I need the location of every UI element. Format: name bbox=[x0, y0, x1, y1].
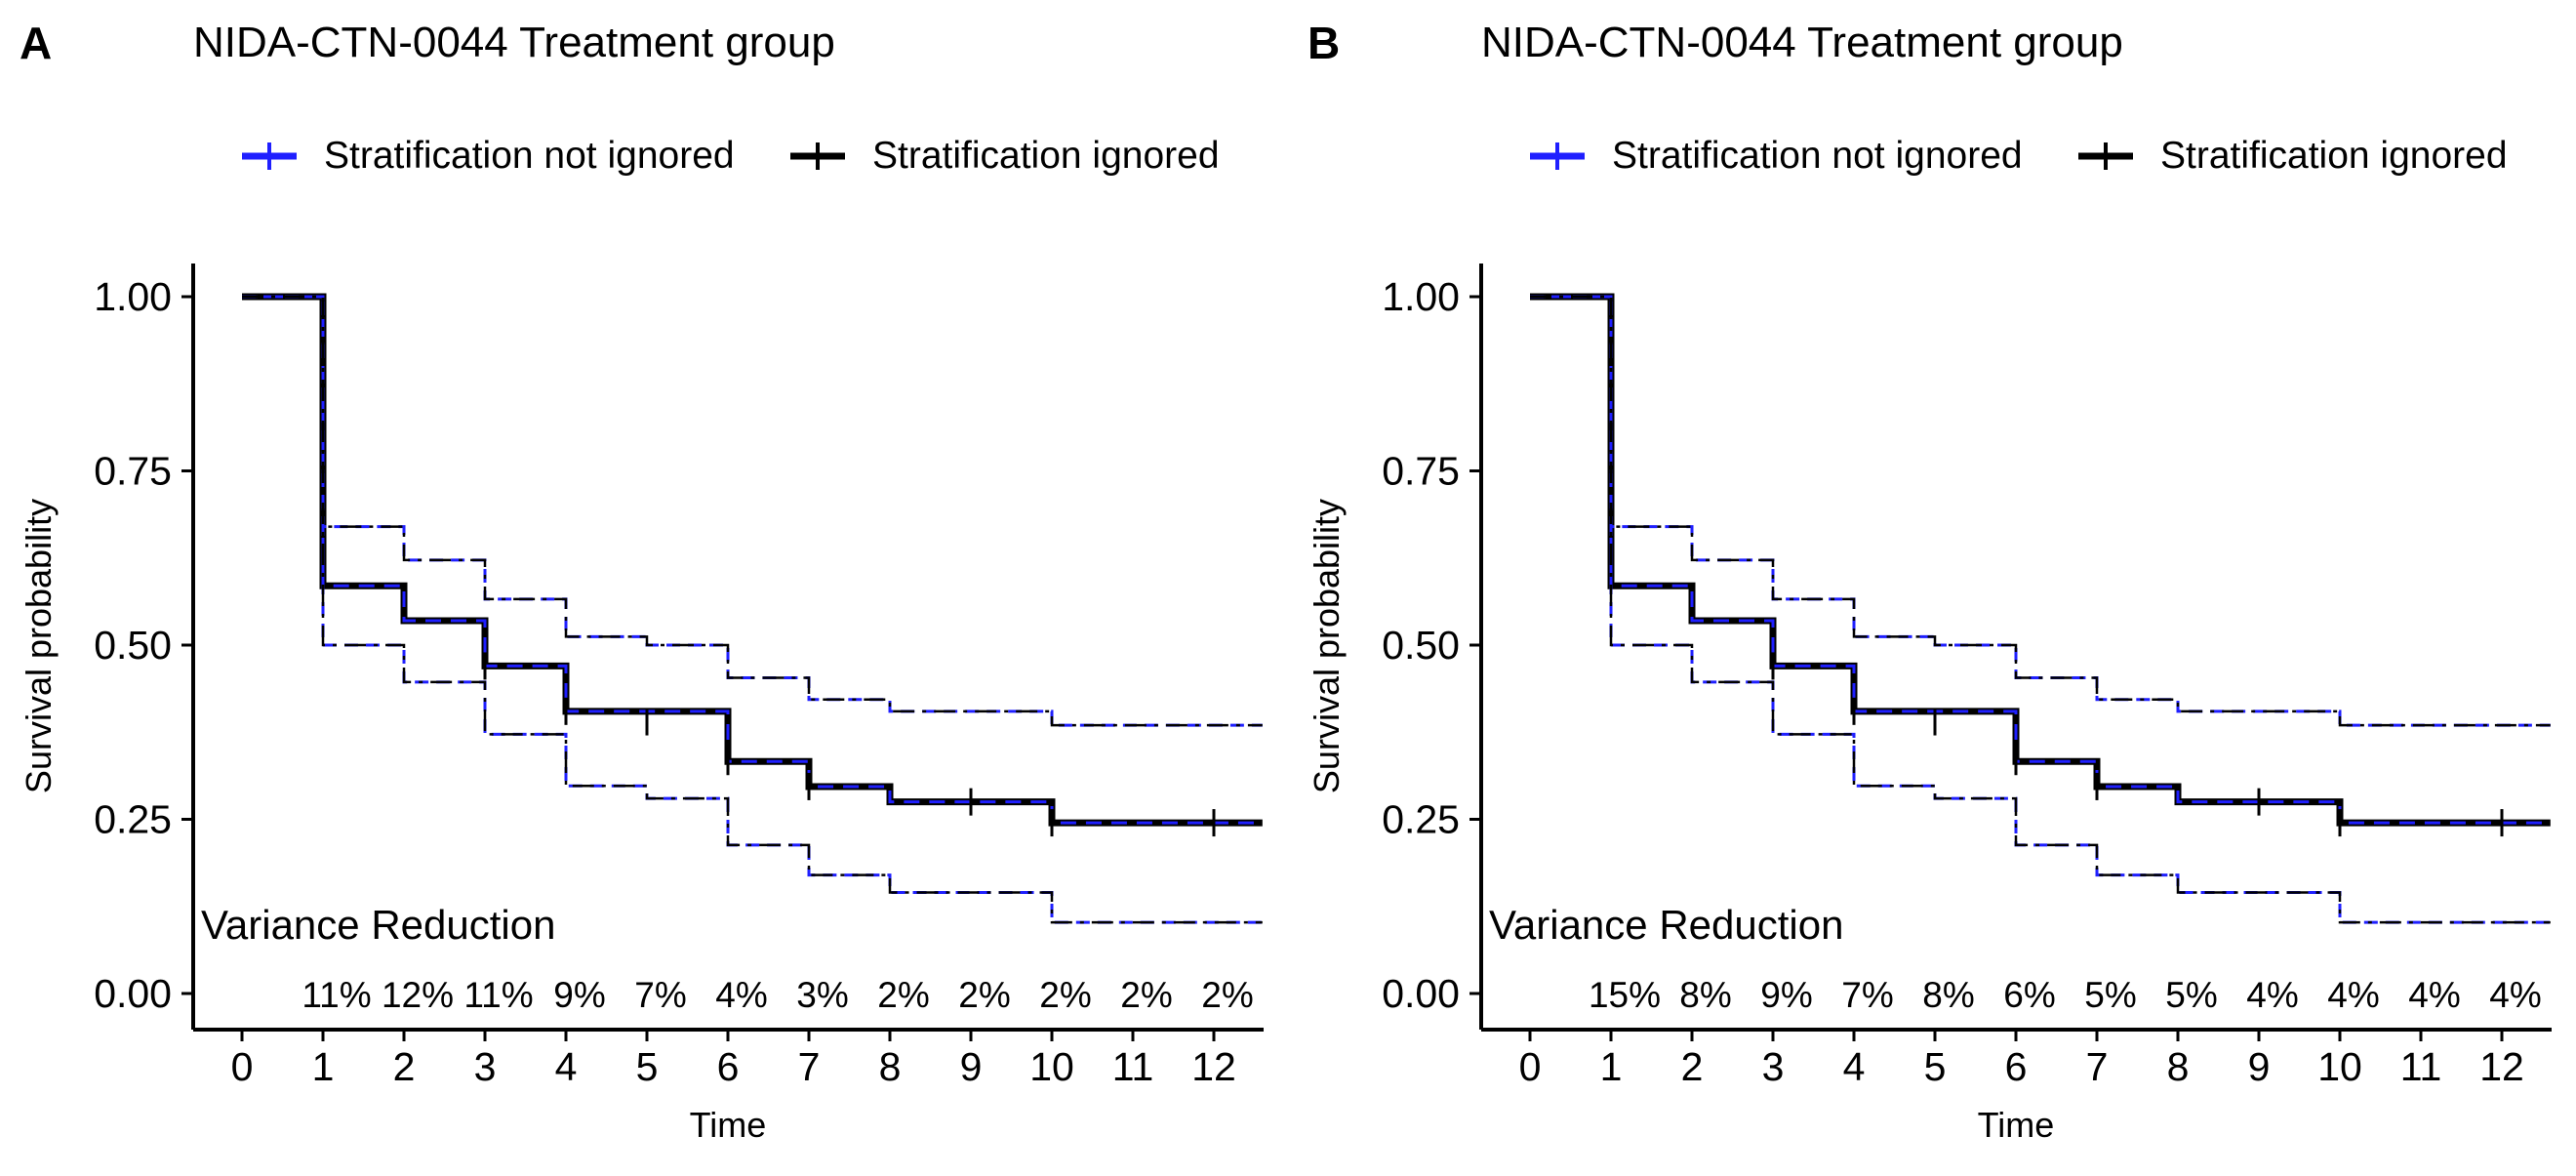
y-tick-label: 1.00 bbox=[94, 274, 172, 319]
variance-reduction-value: 4% bbox=[715, 975, 767, 1015]
series-group bbox=[242, 293, 1263, 924]
upper-ci-not-ignored bbox=[242, 295, 1263, 727]
panel-letter: B bbox=[1308, 18, 1340, 68]
y-tick-label: 0.50 bbox=[1382, 623, 1460, 668]
upper-ci-ignored bbox=[1530, 295, 2551, 727]
variance-reduction-value: 2% bbox=[1201, 975, 1253, 1015]
x-tick-label: 5 bbox=[1924, 1044, 1947, 1089]
variance-reduction-title: Variance Reduction bbox=[1489, 902, 1843, 948]
x-tick-label: 7 bbox=[798, 1044, 821, 1089]
variance-reduction-value: 4% bbox=[2327, 975, 2379, 1015]
y-tick-label: 0.75 bbox=[1382, 449, 1460, 494]
y-axis-title: Survival probability bbox=[1307, 499, 1347, 793]
variance-reduction-value: 5% bbox=[2165, 975, 2217, 1015]
legend-label-not-ignored: Stratification not ignored bbox=[1612, 135, 2023, 177]
variance-reduction-title: Variance Reduction bbox=[201, 902, 555, 948]
x-tick-label: 7 bbox=[2086, 1044, 2109, 1089]
variance-reduction-value: 4% bbox=[2489, 975, 2541, 1015]
x-tick-label: 0 bbox=[231, 1044, 254, 1089]
variance-reduction-value: 4% bbox=[2246, 975, 2298, 1015]
variance-reduction-value: 5% bbox=[2084, 975, 2136, 1015]
variance-reduction-value: 9% bbox=[1760, 975, 1812, 1015]
series-ignored-estimate bbox=[242, 293, 1263, 827]
series-not-ignored-estimate bbox=[1530, 295, 2551, 825]
x-tick-label: 6 bbox=[717, 1044, 740, 1089]
variance-reduction-value: 12% bbox=[382, 975, 454, 1015]
series-not-ignored-estimate bbox=[242, 295, 1263, 825]
y-tick-label: 0.25 bbox=[1382, 797, 1460, 842]
x-tick-label: 12 bbox=[1191, 1044, 1236, 1089]
x-tick-label: 12 bbox=[2479, 1044, 2524, 1089]
x-tick-label: 9 bbox=[2248, 1044, 2271, 1089]
legend-label-not-ignored: Stratification not ignored bbox=[324, 135, 735, 177]
upper-ci-ignored bbox=[242, 295, 1263, 727]
chart-title: NIDA-CTN-0044 Treatment group bbox=[1481, 19, 2123, 66]
y-tick-label: 0.00 bbox=[94, 971, 172, 1016]
variance-reduction-value: 8% bbox=[1679, 975, 1731, 1015]
variance-reduction-value: 11% bbox=[302, 975, 371, 1015]
variance-reduction-value: 2% bbox=[1039, 975, 1091, 1015]
lower-ci-not-ignored bbox=[242, 295, 1263, 924]
series-ignored-estimate bbox=[1530, 293, 2551, 827]
y-tick-label: 0.00 bbox=[1382, 971, 1460, 1016]
variance-reduction-value: 2% bbox=[958, 975, 1010, 1015]
variance-reduction-value: 3% bbox=[796, 975, 848, 1015]
panel-letter: A bbox=[20, 18, 52, 68]
y-tick-label: 1.00 bbox=[1382, 274, 1460, 319]
variance-reduction-value: 7% bbox=[1841, 975, 1893, 1015]
x-tick-label: 4 bbox=[1843, 1044, 1866, 1089]
x-axis-title: Time bbox=[1978, 1105, 2055, 1145]
panel-a: A NIDA-CTN-0044 Treatment group Stratifica… bbox=[19, 18, 1264, 1145]
legend: Stratification not ignored Stratification… bbox=[1530, 135, 2508, 177]
x-tick-label: 3 bbox=[474, 1044, 497, 1089]
x-tick-label: 5 bbox=[636, 1044, 659, 1089]
x-tick-label: 11 bbox=[2400, 1044, 2442, 1089]
x-tick-label: 0 bbox=[1519, 1044, 1542, 1089]
legend: Stratification not ignored Stratification… bbox=[242, 135, 1220, 177]
x-tick-label: 2 bbox=[393, 1044, 416, 1089]
variance-reduction-value: 11% bbox=[463, 975, 533, 1015]
variance-reduction-value: 7% bbox=[634, 975, 686, 1015]
y-tick-label: 0.50 bbox=[94, 623, 172, 668]
x-tick-label: 8 bbox=[879, 1044, 902, 1089]
x-tick-label: 10 bbox=[1029, 1044, 1074, 1089]
panel-b: B NIDA-CTN-0044 Treatment group Stratifica… bbox=[1307, 18, 2552, 1145]
variance-reduction-value: 15% bbox=[1589, 975, 1661, 1015]
y-tick-label: 0.25 bbox=[94, 797, 172, 842]
x-tick-label: 9 bbox=[960, 1044, 983, 1089]
variance-reduction-value: 2% bbox=[877, 975, 929, 1015]
x-tick-label: 10 bbox=[2317, 1044, 2362, 1089]
y-tick-label: 0.75 bbox=[94, 449, 172, 494]
variance-reduction-value: 8% bbox=[1922, 975, 1974, 1015]
variance-reduction-value: 2% bbox=[1120, 975, 1172, 1015]
x-tick-label: 8 bbox=[2167, 1044, 2190, 1089]
x-tick-label: 2 bbox=[1681, 1044, 1704, 1089]
lower-ci-ignored bbox=[1530, 295, 2551, 924]
variance-reduction-value: 9% bbox=[553, 975, 605, 1015]
x-tick-label: 4 bbox=[555, 1044, 578, 1089]
x-axis-title: Time bbox=[690, 1105, 767, 1145]
x-tick-label: 11 bbox=[1112, 1044, 1154, 1089]
legend-label-ignored: Stratification ignored bbox=[2160, 135, 2508, 177]
series-group bbox=[1530, 293, 2551, 924]
x-tick-label: 1 bbox=[312, 1044, 335, 1089]
variance-reduction-value: 6% bbox=[2003, 975, 2055, 1015]
x-tick-label: 3 bbox=[1762, 1044, 1785, 1089]
x-tick-label: 1 bbox=[1600, 1044, 1623, 1089]
y-axis-title: Survival probability bbox=[19, 499, 59, 793]
lower-ci-not-ignored bbox=[1530, 295, 2551, 924]
legend-label-ignored: Stratification ignored bbox=[872, 135, 1220, 177]
chart-title: NIDA-CTN-0044 Treatment group bbox=[193, 19, 835, 66]
upper-ci-not-ignored bbox=[1530, 295, 2551, 727]
x-tick-label: 6 bbox=[2005, 1044, 2028, 1089]
lower-ci-ignored bbox=[242, 295, 1263, 924]
variance-reduction-value: 4% bbox=[2408, 975, 2460, 1015]
